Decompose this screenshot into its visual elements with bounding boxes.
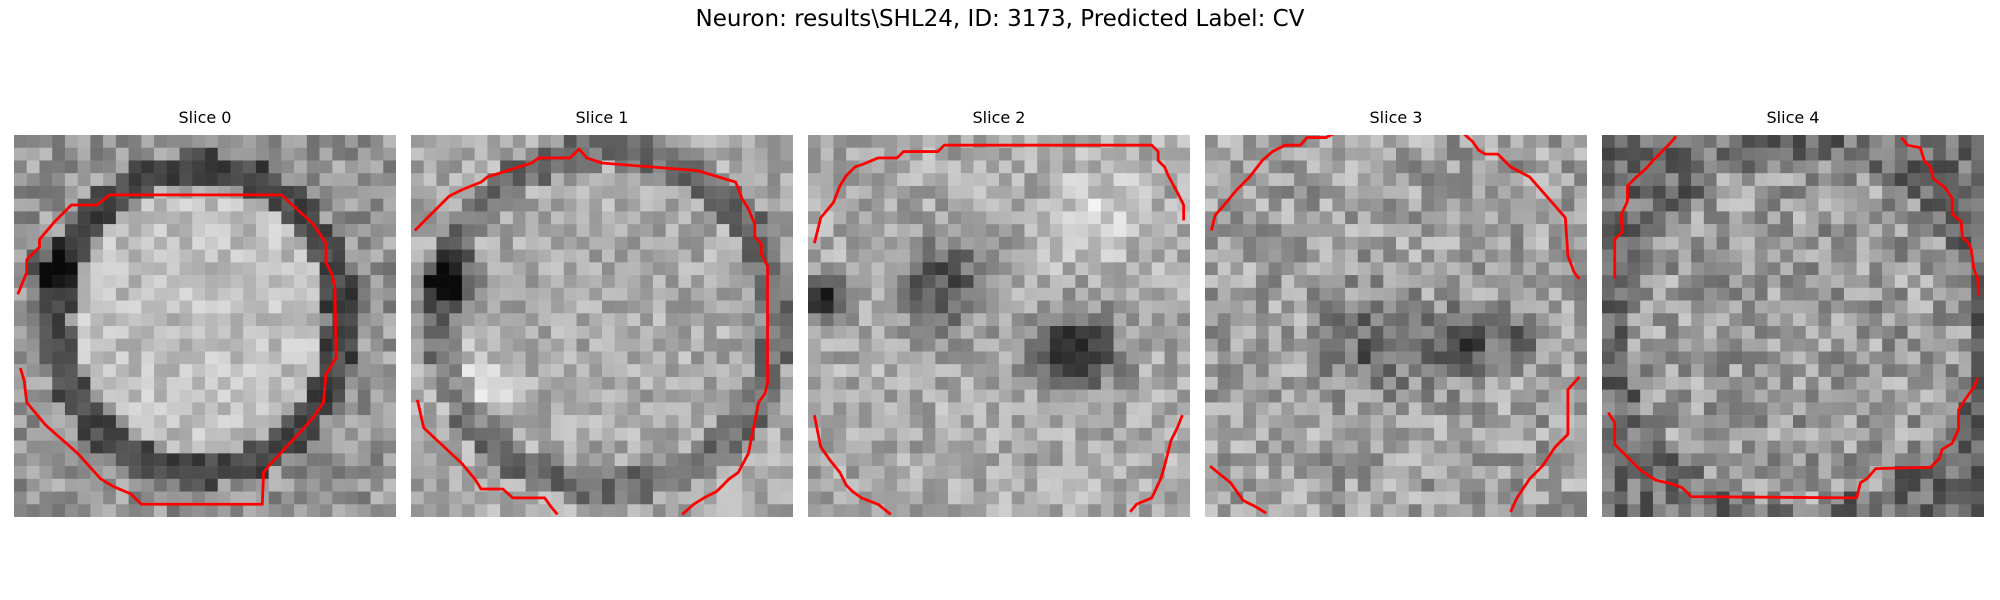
slice-title: Slice 4: [1766, 108, 1820, 127]
slice-title: Slice 0: [178, 108, 232, 127]
slice-image: [14, 135, 396, 517]
slice-title: Slice 2: [972, 108, 1026, 127]
slice-image: [1602, 135, 1984, 517]
slice-image: [808, 135, 1190, 517]
figure-title: Neuron: results\SHL24, ID: 3173, Predict…: [695, 6, 1305, 32]
slice-image: [411, 135, 793, 517]
slice-title: Slice 3: [1369, 108, 1423, 127]
slice-image: [1205, 135, 1587, 517]
slice-title: Slice 1: [575, 108, 629, 127]
